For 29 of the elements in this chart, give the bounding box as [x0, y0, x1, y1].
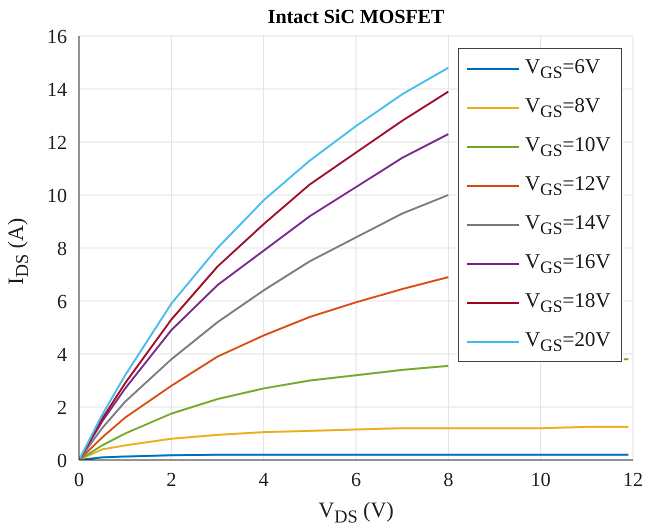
x-tick-label: 4 — [258, 469, 269, 492]
line-series — [79, 426, 630, 460]
legend-label: V$_{GS}$=6V — [525, 54, 600, 84]
line-series — [79, 276, 450, 460]
x-tick-label: 2 — [166, 469, 176, 492]
y-tick-label: 6 — [57, 291, 67, 314]
legend-label: V$_{GS}$=8V — [525, 92, 600, 122]
y-tick-label: 14 — [47, 79, 67, 102]
y-tick-label: 12 — [47, 132, 67, 154]
legend-label: V$_{GS}$=14V — [525, 210, 611, 240]
chart-title: Intact SiC MOSFET — [266, 6, 446, 29]
y-tick-label: 4 — [57, 344, 67, 366]
x-tick-label: 8 — [443, 469, 454, 492]
legend-label: V$_{GS}$=20V — [525, 326, 611, 356]
y-tick-label: 8 — [57, 238, 67, 260]
y-tick-label: 10 — [47, 185, 67, 208]
x-tick-label: 12 — [623, 469, 643, 492]
y-tick-label: 2 — [57, 397, 67, 420]
y-tick-label: 16 — [47, 26, 67, 48]
line-series — [79, 194, 450, 460]
x-axis-title: V$_{DS}$ (V) — [317, 497, 395, 528]
legend-label: V$_{GS}$=12V — [525, 170, 611, 200]
legend-label: V$_{GS}$=18V — [525, 288, 611, 318]
legend-label: V$_{GS}$=10V — [525, 132, 611, 162]
legend-label: V$_{GS}$=16V — [525, 248, 611, 278]
x-tick-label: 0 — [74, 469, 84, 492]
x-tick-label: 10 — [530, 469, 551, 492]
x-tick-label: 6 — [351, 469, 361, 492]
y-tick-label: 0 — [57, 450, 67, 472]
